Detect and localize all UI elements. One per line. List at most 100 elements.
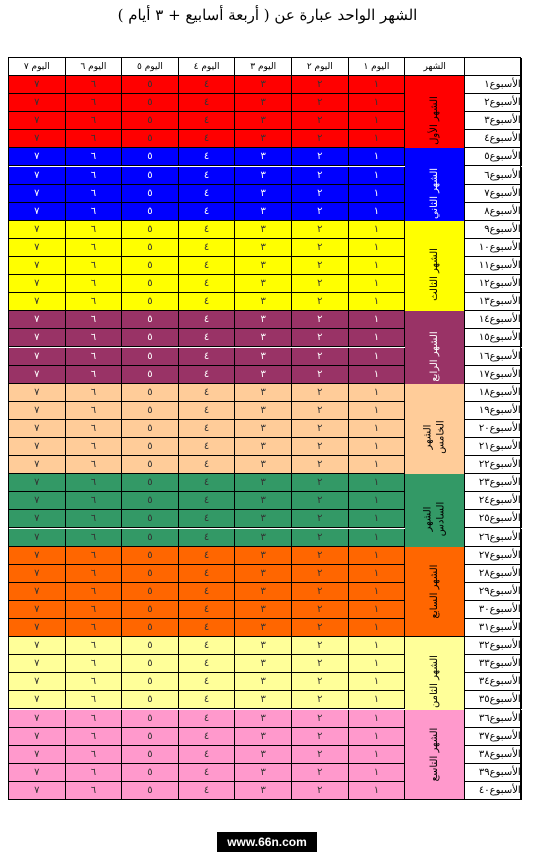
- week-label: الأسبوع ٤: [465, 130, 522, 149]
- day-cell: ٣: [235, 528, 292, 547]
- day-cell: ٢: [292, 474, 349, 493]
- week-prefix: الأسبوع: [489, 585, 521, 597]
- day-cell: ٤: [178, 329, 236, 348]
- week-prefix: الأسبوع: [489, 603, 521, 615]
- day-header-1: اليوم ١: [348, 58, 406, 76]
- week-number: ٢٥: [478, 513, 490, 525]
- day-cell: ٥: [122, 112, 179, 131]
- day-cell: ٧: [9, 709, 66, 728]
- day-cell: ٦: [65, 293, 123, 312]
- day-cell: ٥: [122, 238, 179, 257]
- day-cell: ٢: [292, 130, 349, 149]
- day-cell: ١: [348, 166, 406, 185]
- week-number: ١٤: [478, 314, 490, 326]
- week-prefix: الأسبوع: [489, 748, 521, 760]
- week-number: ٢٦: [478, 531, 490, 543]
- day-cell: ٥: [122, 546, 179, 565]
- day-cell: ٢: [292, 582, 349, 601]
- week-number: ١٠: [478, 241, 490, 253]
- day-cell: ٧: [9, 347, 66, 366]
- week-number: ٥: [484, 151, 490, 163]
- day-cell: ١: [348, 763, 406, 782]
- week-number: ٣٤: [478, 676, 490, 688]
- week-prefix: الأسبوع: [489, 133, 521, 145]
- day-cell: ٧: [9, 257, 66, 276]
- day-cell: ٧: [9, 220, 66, 239]
- week-number: ١: [484, 79, 490, 91]
- day-cell: ٢: [292, 745, 349, 764]
- month-label: الشهر الخامس: [405, 383, 466, 493]
- month-label-text: الشهر الرابع: [429, 330, 441, 382]
- day-cell: ١: [348, 220, 406, 239]
- week-prefix: الأسبوع: [489, 640, 521, 652]
- day-cell: ٧: [9, 528, 66, 547]
- day-cell: ٧: [9, 637, 66, 656]
- week-prefix: الأسبوع: [489, 477, 521, 489]
- week-number: ١٥: [478, 332, 490, 344]
- week-label: الأسبوع ٢٠: [465, 419, 522, 438]
- week-label: الأسبوع ٢٥: [465, 510, 522, 529]
- week-prefix: الأسبوع: [489, 151, 521, 163]
- day-cell: ٥: [122, 94, 179, 113]
- week-number: ١٧: [478, 368, 490, 380]
- week-number: ٣٢: [478, 640, 490, 652]
- day-header-6: اليوم ٦: [65, 58, 123, 76]
- week-number: ٢٣: [478, 477, 490, 489]
- day-cell: ٦: [65, 220, 123, 239]
- day-cell: ٤: [178, 220, 236, 239]
- day-cell: ٦: [65, 94, 123, 113]
- week-prefix: الأسبوع: [489, 386, 521, 398]
- day-cell: ٦: [65, 130, 123, 149]
- day-cell: ٤: [178, 166, 236, 185]
- day-cell: ٧: [9, 781, 66, 800]
- week-label: الأسبوع ١١: [465, 257, 522, 276]
- day-cell: ٧: [9, 166, 66, 185]
- day-cell: ٤: [178, 130, 236, 149]
- day-cell: ٥: [122, 582, 179, 601]
- week-prefix: الأسبوع: [489, 314, 521, 326]
- day-cell: ٣: [235, 691, 292, 710]
- day-cell: ٣: [235, 619, 292, 638]
- day-cell: ٦: [65, 347, 123, 366]
- day-cell: ٤: [178, 691, 236, 710]
- day-cell: ١: [348, 419, 406, 438]
- day-cell: ٧: [9, 474, 66, 493]
- week-number: ٢١: [478, 441, 490, 453]
- day-cell: ١: [348, 438, 406, 457]
- day-cell: ٣: [235, 94, 292, 113]
- week-label: الأسبوع ٣٥: [465, 691, 522, 710]
- day-cell: ٧: [9, 112, 66, 131]
- day-cell: ٣: [235, 365, 292, 384]
- day-cell: ٣: [235, 709, 292, 728]
- day-cell: ٣: [235, 257, 292, 276]
- day-cell: ٤: [178, 383, 236, 402]
- day-cell: ٦: [65, 619, 123, 638]
- day-cell: ٢: [292, 257, 349, 276]
- week-label: الأسبوع ٣٣: [465, 655, 522, 674]
- week-label: الأسبوع ٣٧: [465, 727, 522, 746]
- day-cell: ٥: [122, 438, 179, 457]
- day-cell: ٥: [122, 383, 179, 402]
- day-cell: ٢: [292, 528, 349, 547]
- day-cell: ٤: [178, 419, 236, 438]
- day-cell: ٥: [122, 202, 179, 221]
- week-number: ١٢: [478, 278, 490, 290]
- month-header: الشهر: [405, 58, 466, 76]
- day-cell: ٦: [65, 148, 123, 167]
- day-cell: ٥: [122, 709, 179, 728]
- day-cell: ٧: [9, 745, 66, 764]
- day-cell: ٥: [122, 184, 179, 203]
- day-cell: ٣: [235, 130, 292, 149]
- day-cell: ٦: [65, 401, 123, 420]
- day-cell: ٦: [65, 600, 123, 619]
- month-label-text: الشهر الثاني: [429, 167, 441, 219]
- day-cell: ٥: [122, 691, 179, 710]
- day-cell: ١: [348, 600, 406, 619]
- week-number: ١٩: [478, 404, 490, 416]
- day-header-2: اليوم ٢: [292, 58, 349, 76]
- week-number: ٣: [484, 115, 490, 127]
- day-cell: ٧: [9, 673, 66, 692]
- day-cell: ٣: [235, 220, 292, 239]
- day-cell: ١: [348, 347, 406, 366]
- week-prefix: الأسبوع: [489, 422, 521, 434]
